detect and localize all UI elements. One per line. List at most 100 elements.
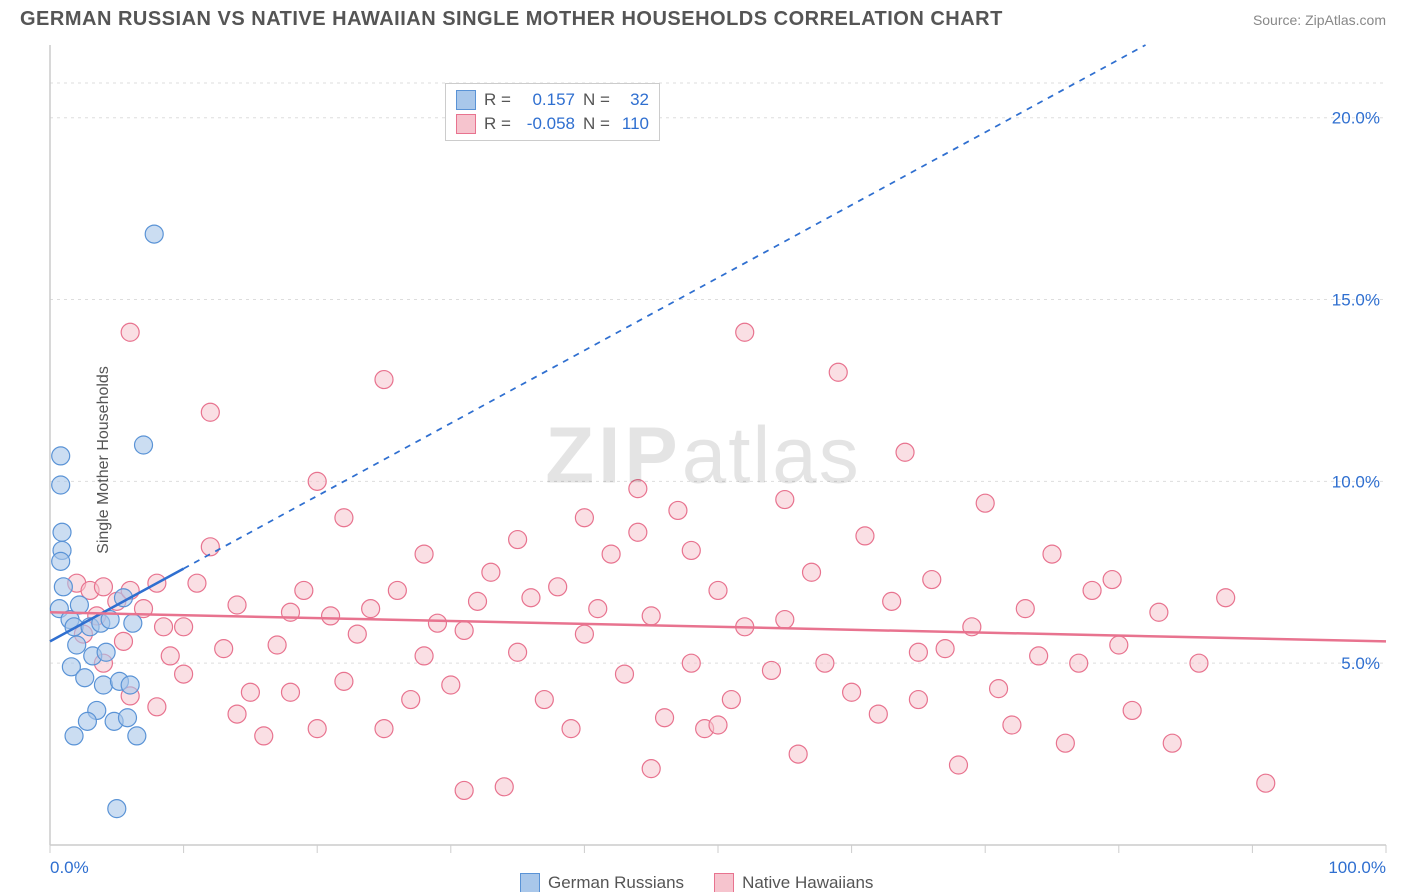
data-point-native_hawaiians: [228, 705, 246, 723]
data-point-native_hawaiians: [201, 403, 219, 421]
data-point-native_hawaiians: [709, 716, 727, 734]
data-point-native_hawaiians: [455, 781, 473, 799]
x-tick-label: 0.0%: [50, 858, 89, 877]
data-point-native_hawaiians: [1217, 589, 1235, 607]
scatter-plot-svg: 5.0%10.0%15.0%20.0%0.0%100.0%: [0, 35, 1406, 885]
legend-item-german_russians[interactable]: German Russians: [520, 873, 684, 892]
r-value-native_hawaiians: -0.058: [520, 114, 575, 134]
data-point-native_hawaiians: [883, 592, 901, 610]
source-prefix: Source:: [1253, 12, 1305, 28]
data-point-native_hawaiians: [482, 563, 500, 581]
data-point-native_hawaiians: [1030, 647, 1048, 665]
data-point-native_hawaiians: [602, 545, 620, 563]
data-point-native_hawaiians: [682, 541, 700, 559]
n-label: N =: [583, 90, 611, 110]
data-point-german_russians: [97, 643, 115, 661]
r-value-german_russians: 0.157: [520, 90, 575, 110]
chart-area: Single Mother Households 5.0%10.0%15.0%2…: [0, 35, 1406, 885]
data-point-native_hawaiians: [1016, 600, 1034, 618]
data-point-native_hawaiians: [869, 705, 887, 723]
data-point-german_russians: [145, 225, 163, 243]
data-point-german_russians: [135, 436, 153, 454]
data-point-native_hawaiians: [615, 665, 633, 683]
n-value-native_hawaiians: 110: [619, 114, 649, 134]
data-point-native_hawaiians: [1003, 716, 1021, 734]
data-point-native_hawaiians: [469, 592, 487, 610]
data-point-native_hawaiians: [201, 538, 219, 556]
data-point-german_russians: [76, 669, 94, 687]
data-point-native_hawaiians: [1163, 734, 1181, 752]
data-point-native_hawaiians: [362, 600, 380, 618]
data-point-native_hawaiians: [575, 509, 593, 527]
data-point-native_hawaiians: [1056, 734, 1074, 752]
n-label: N =: [583, 114, 611, 134]
data-point-native_hawaiians: [175, 665, 193, 683]
source-link[interactable]: ZipAtlas.com: [1305, 12, 1386, 28]
data-point-native_hawaiians: [562, 720, 580, 738]
y-tick-label: 5.0%: [1341, 654, 1380, 673]
data-point-native_hawaiians: [495, 778, 513, 796]
data-point-native_hawaiians: [415, 647, 433, 665]
data-point-native_hawaiians: [575, 625, 593, 643]
data-point-german_russians: [118, 709, 136, 727]
data-point-native_hawaiians: [155, 618, 173, 636]
data-point-native_hawaiians: [175, 618, 193, 636]
data-point-native_hawaiians: [281, 683, 299, 701]
data-point-native_hawaiians: [455, 621, 473, 639]
data-point-native_hawaiians: [114, 632, 132, 650]
data-point-native_hawaiians: [990, 680, 1008, 698]
data-point-native_hawaiians: [402, 691, 420, 709]
legend-item-native_hawaiians[interactable]: Native Hawaiians: [714, 873, 873, 892]
n-value-german_russians: 32: [619, 90, 649, 110]
data-point-native_hawaiians: [762, 661, 780, 679]
data-point-native_hawaiians: [816, 654, 834, 672]
y-tick-label: 20.0%: [1332, 109, 1380, 128]
data-point-german_russians: [54, 578, 72, 596]
data-point-native_hawaiians: [629, 523, 647, 541]
data-point-native_hawaiians: [509, 531, 527, 549]
data-point-native_hawaiians: [241, 683, 259, 701]
data-point-native_hawaiians: [348, 625, 366, 643]
y-tick-label: 15.0%: [1332, 291, 1380, 310]
data-point-native_hawaiians: [736, 323, 754, 341]
data-point-native_hawaiians: [843, 683, 861, 701]
data-point-native_hawaiians: [642, 607, 660, 625]
legend-swatch-german_russians: [456, 90, 476, 110]
data-point-german_russians: [52, 447, 70, 465]
data-point-native_hawaiians: [976, 494, 994, 512]
data-point-native_hawaiians: [255, 727, 273, 745]
data-point-native_hawaiians: [215, 640, 233, 658]
data-point-native_hawaiians: [388, 581, 406, 599]
legend-label-native_hawaiians: Native Hawaiians: [742, 873, 873, 892]
data-point-native_hawaiians: [949, 756, 967, 774]
data-point-native_hawaiians: [909, 643, 927, 661]
data-point-native_hawaiians: [188, 574, 206, 592]
data-point-native_hawaiians: [803, 563, 821, 581]
x-tick-label: 100.0%: [1328, 858, 1386, 877]
data-point-native_hawaiians: [829, 363, 847, 381]
r-label: R =: [484, 114, 512, 134]
data-point-german_russians: [78, 712, 96, 730]
data-point-native_hawaiians: [442, 676, 460, 694]
chart-title: GERMAN RUSSIAN VS NATIVE HAWAIIAN SINGLE…: [20, 8, 1003, 31]
source-attribution: Source: ZipAtlas.com: [1253, 12, 1386, 28]
data-point-native_hawaiians: [656, 709, 674, 727]
legend-swatch-german_russians: [520, 873, 540, 892]
data-point-native_hawaiians: [509, 643, 527, 661]
data-point-native_hawaiians: [589, 600, 607, 618]
data-point-native_hawaiians: [856, 527, 874, 545]
data-point-native_hawaiians: [682, 654, 700, 672]
data-point-native_hawaiians: [322, 607, 340, 625]
data-point-native_hawaiians: [1043, 545, 1061, 563]
data-point-native_hawaiians: [776, 491, 794, 509]
data-point-native_hawaiians: [549, 578, 567, 596]
data-point-native_hawaiians: [1103, 571, 1121, 589]
data-point-native_hawaiians: [148, 698, 166, 716]
stats-row-german_russians: R =0.157N =32: [456, 88, 649, 112]
data-point-native_hawaiians: [335, 509, 353, 527]
data-point-native_hawaiians: [709, 581, 727, 599]
legend-label-german_russians: German Russians: [548, 873, 684, 892]
data-point-german_russians: [52, 552, 70, 570]
series-legend: German Russians Native Hawaiians: [520, 873, 873, 892]
data-point-native_hawaiians: [308, 472, 326, 490]
